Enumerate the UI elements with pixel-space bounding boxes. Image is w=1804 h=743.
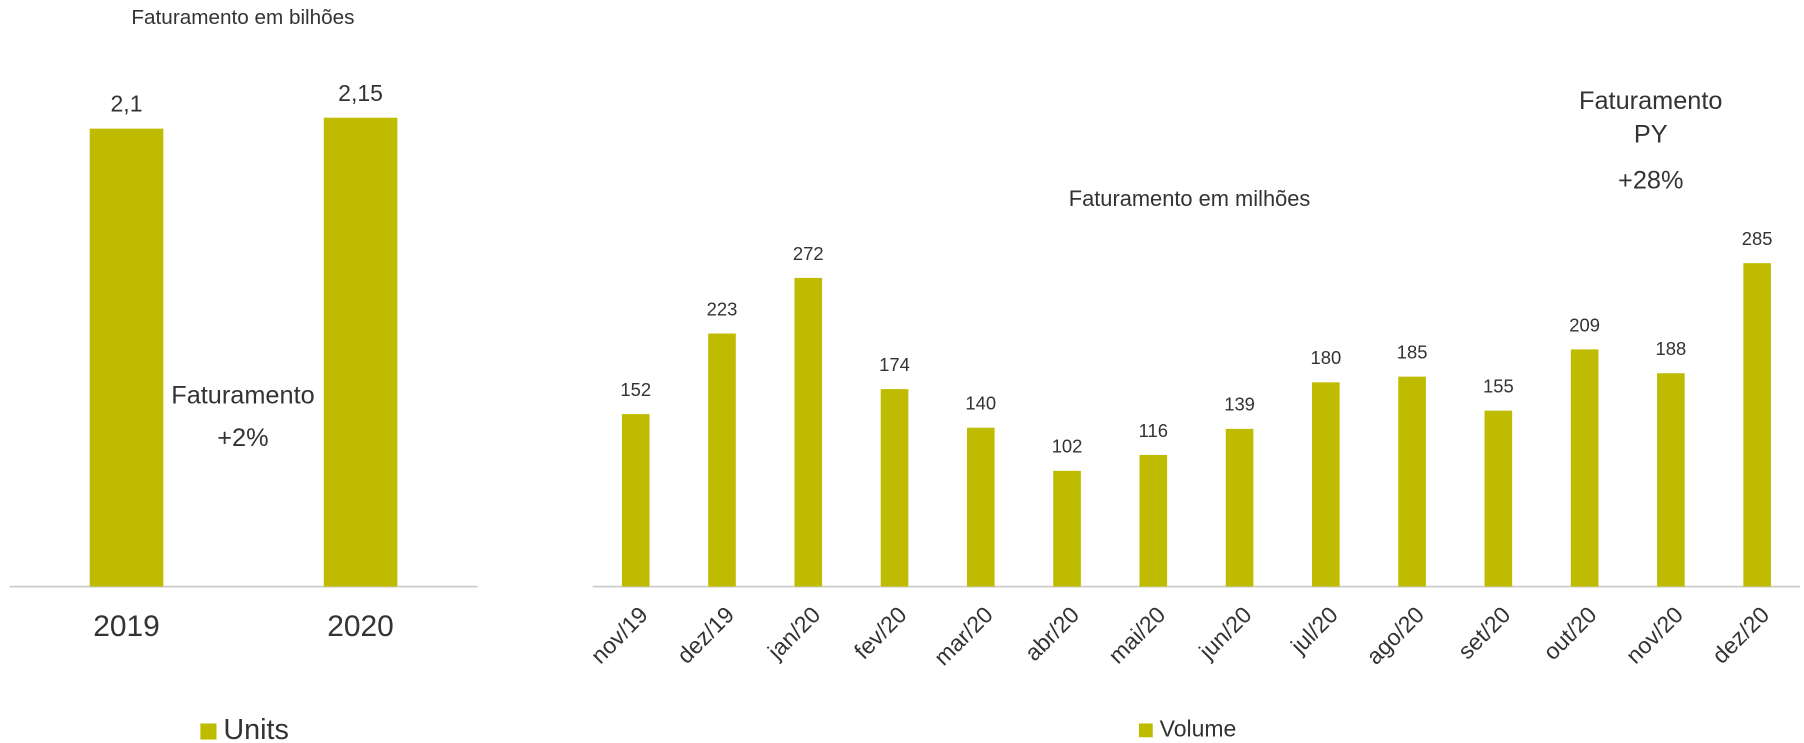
annotation: PY xyxy=(1634,120,1668,148)
data-label: 2,1 xyxy=(111,91,143,117)
bar xyxy=(1657,373,1685,587)
x-tick-label: 2019 xyxy=(93,610,159,643)
data-label: 155 xyxy=(1483,376,1514,397)
chart-title: Faturamento em milhões xyxy=(1069,186,1311,211)
legend-swatch xyxy=(200,723,217,740)
bar xyxy=(794,277,823,587)
x-tick-label: jun/20 xyxy=(1193,601,1256,664)
data-label: 174 xyxy=(879,354,910,375)
annotation: +28% xyxy=(1618,166,1683,194)
x-tick-label: nov/20 xyxy=(1621,601,1688,668)
bar xyxy=(1053,470,1081,587)
x-tick-label: mar/20 xyxy=(929,601,998,670)
annotation: +2% xyxy=(217,424,268,452)
data-label: 272 xyxy=(793,243,824,264)
bar xyxy=(966,427,995,587)
bar xyxy=(89,128,164,587)
x-tick-label: ago/20 xyxy=(1361,601,1429,669)
chart-title: Faturamento em bilhões xyxy=(131,6,354,29)
annotation: Faturamento xyxy=(171,381,314,409)
x-tick-label: dez/20 xyxy=(1707,601,1774,668)
bar xyxy=(1225,428,1254,587)
data-label: 152 xyxy=(620,379,651,400)
x-tick-label: nov/19 xyxy=(586,601,653,668)
data-label: 102 xyxy=(1052,436,1083,457)
data-label: 116 xyxy=(1139,420,1168,441)
data-label: 185 xyxy=(1397,341,1428,362)
data-label: 2,15 xyxy=(338,80,383,106)
bar xyxy=(880,389,909,587)
bar xyxy=(1312,382,1340,587)
bar xyxy=(621,414,650,587)
x-tick-label: abr/20 xyxy=(1020,601,1085,666)
bar xyxy=(323,117,398,587)
bar xyxy=(1743,263,1771,587)
x-tick-label: jul/20 xyxy=(1285,601,1343,659)
x-tick-label: mai/20 xyxy=(1103,601,1170,668)
x-tick-label: set/20 xyxy=(1453,601,1516,664)
legend-swatch xyxy=(1138,723,1153,738)
x-tick-label: out/20 xyxy=(1538,601,1602,665)
x-tick-label: dez/19 xyxy=(672,601,739,668)
annotation: Faturamento xyxy=(1579,87,1722,115)
bar xyxy=(1139,454,1168,587)
bar xyxy=(1398,376,1426,587)
legend-label: Volume xyxy=(1160,715,1237,741)
x-tick-label: 2020 xyxy=(327,610,394,643)
data-label: 223 xyxy=(707,298,738,319)
x-tick-label: fev/20 xyxy=(849,601,912,664)
data-label: 139 xyxy=(1224,394,1255,415)
data-label: 180 xyxy=(1310,347,1341,368)
data-label: 209 xyxy=(1569,314,1600,335)
x-tick-label: jan/20 xyxy=(762,601,825,664)
data-label: 285 xyxy=(1742,228,1773,249)
data-label: 140 xyxy=(965,393,996,414)
bar xyxy=(1484,410,1513,587)
data-label: 188 xyxy=(1656,338,1687,359)
bar xyxy=(1570,349,1599,587)
legend-label: Units xyxy=(223,714,289,743)
bar xyxy=(708,333,736,587)
